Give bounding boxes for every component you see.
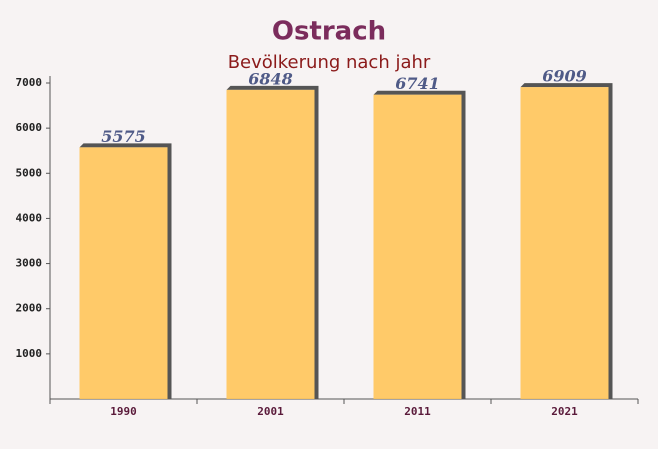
y-tick-label: 3000: [16, 257, 43, 270]
y-tick-label: 6000: [16, 121, 43, 134]
chart-subtitle: Bevölkerung nach jahr: [228, 52, 431, 73]
value-label: 6848: [248, 69, 293, 88]
x-tick-label: 2001: [257, 405, 284, 418]
y-tick-label: 1000: [16, 347, 43, 360]
value-label: 6741: [395, 74, 440, 93]
bar: [79, 147, 168, 399]
x-tick-label: 1990: [110, 405, 137, 418]
chart-title: Ostrach: [272, 17, 386, 47]
bar: [373, 94, 462, 399]
value-label: 5575: [101, 127, 146, 146]
y-tick-label: 2000: [16, 302, 43, 315]
y-tick-label: 5000: [16, 166, 43, 179]
value-label: 6909: [542, 67, 587, 86]
x-tick-label: 2011: [404, 405, 431, 418]
y-tick-label: 4000: [16, 211, 43, 224]
y-tick-label: 7000: [16, 76, 43, 89]
bar: [226, 89, 315, 399]
bar: [520, 87, 609, 399]
x-tick-label: 2021: [551, 405, 578, 418]
